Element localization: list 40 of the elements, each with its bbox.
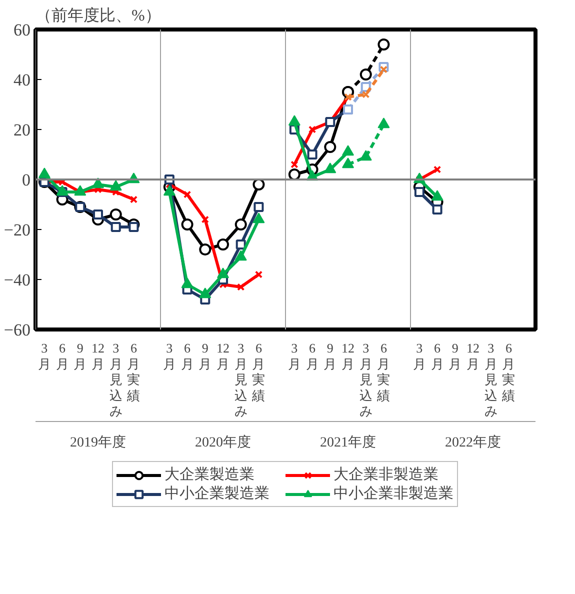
legend-label: 中小企業製造業	[164, 484, 270, 503]
x-tick-label: 6月	[430, 340, 444, 372]
y-tick-label: −20	[4, 220, 31, 240]
x-tick-label: 12月	[342, 340, 354, 372]
x-tick-label: 9月	[324, 340, 337, 372]
x-tick-label: 12月	[92, 340, 104, 372]
legend-label: 中小企業非製造業	[334, 484, 454, 503]
x-tick-label: 6月	[56, 340, 69, 372]
x-tick-label: 3月	[288, 340, 301, 372]
x-tick-label: 6月	[306, 340, 319, 372]
y-tick-label: −40	[4, 270, 31, 290]
x-tick-label: 6月実績	[501, 340, 516, 403]
y-tick-label: −60	[4, 320, 31, 340]
x-tick-label: 6月実績	[126, 340, 140, 403]
x-tick-label: 6月	[180, 340, 194, 372]
x-tick-label: 3月見込み	[109, 340, 122, 418]
text: 2021年度	[320, 434, 376, 450]
x-tick-label: 12月	[216, 340, 230, 372]
x-tick-label: 3月見込み	[484, 340, 498, 418]
x-tick-label: 9月	[74, 340, 87, 372]
y-axis-title: （前年度比、%）	[36, 6, 161, 24]
x-tick-label: 6月実績	[376, 340, 390, 403]
text: 2022年度	[445, 434, 501, 450]
text: 2020年度	[195, 434, 251, 450]
text: 2019年度	[70, 434, 126, 450]
x-tick-label: 6月実績	[251, 340, 266, 403]
legend-label: 大企業製造業	[164, 466, 256, 484]
y-tick-label: 0	[22, 170, 30, 190]
x-tick-label: 3月見込み	[359, 340, 372, 418]
x-tick-label: 12月	[466, 340, 480, 372]
x-tick-label: 3月	[162, 340, 176, 372]
x-tick-label: 3月	[38, 340, 51, 372]
y-tick-label: 40	[14, 70, 30, 90]
y-tick-label: 20	[14, 120, 30, 140]
x-tick-label: 9月	[448, 340, 462, 372]
x-tick-label: 9月	[198, 340, 212, 372]
y-tick-label: 60	[14, 20, 30, 40]
x-tick-label: 3月	[412, 340, 426, 372]
x-tick-label: 3月見込み	[234, 340, 248, 418]
legend-label: 大企業非製造業	[334, 466, 440, 484]
